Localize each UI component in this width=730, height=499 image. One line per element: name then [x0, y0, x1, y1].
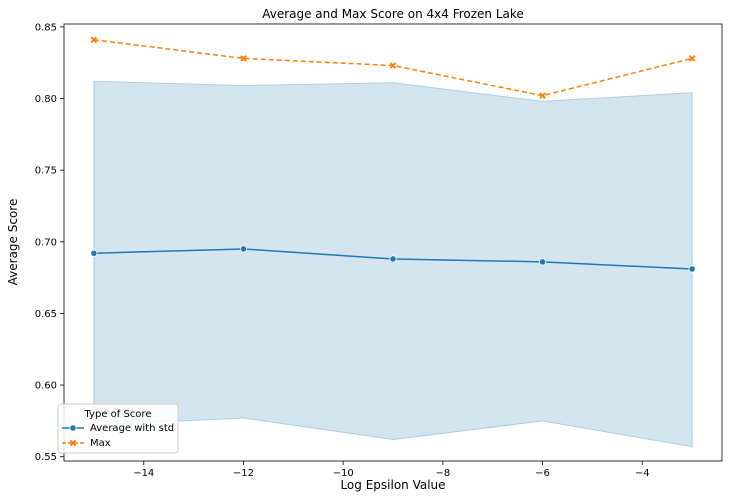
y-tick-label: 0.60	[35, 381, 57, 392]
max-point	[389, 62, 397, 69]
average-point	[389, 255, 397, 263]
average-point	[538, 258, 547, 266]
legend-average-marker	[69, 424, 77, 432]
x-tick-label: −14	[133, 468, 154, 479]
x-tick-label: −6	[535, 468, 550, 479]
legend-average-label: Average with std	[90, 423, 174, 434]
average-point	[90, 249, 98, 257]
max-point	[240, 55, 247, 62]
y-tick-label: 0.80	[35, 94, 57, 105]
average-point	[239, 245, 248, 253]
x-tick-label: −10	[333, 468, 354, 479]
y-tick-label: 0.70	[35, 237, 57, 248]
y-tick-label: 0.55	[35, 452, 57, 463]
legend-max-marker	[69, 439, 77, 447]
x-tick-label: −4	[635, 468, 650, 479]
legend-max-label: Max	[90, 438, 111, 449]
max-point	[688, 55, 696, 62]
y-axis-label: Average Score	[6, 199, 20, 286]
average-point	[688, 265, 696, 273]
series-marker-layer	[90, 36, 696, 273]
y-axis-ticks: 0.55 0.60 0.65 0.70 0.75 0.80 0.85	[35, 22, 64, 463]
y-tick-label: 0.75	[35, 166, 57, 177]
std-band	[93, 80, 693, 448]
max-point	[539, 92, 546, 99]
legend: Type of Score Average with std Max	[57, 403, 179, 454]
y-tick-label: 0.65	[35, 309, 57, 320]
x-tick-label: −8	[435, 468, 450, 479]
plot-frame	[63, 23, 723, 462]
std-band-layer	[93, 80, 693, 448]
y-tick-label: 0.85	[35, 22, 57, 33]
legend-box	[57, 403, 179, 454]
legend-title: Type of Score	[84, 409, 152, 420]
chart-title: Average and Max Score on 4x4 Frozen Lake	[262, 7, 524, 21]
x-axis-label: Log Epsilon Value	[340, 478, 445, 492]
max-point	[90, 36, 98, 44]
x-tick-label: −12	[233, 468, 254, 479]
x-axis-ticks: −14 −12 −10 −8 −6 −4	[133, 461, 650, 479]
